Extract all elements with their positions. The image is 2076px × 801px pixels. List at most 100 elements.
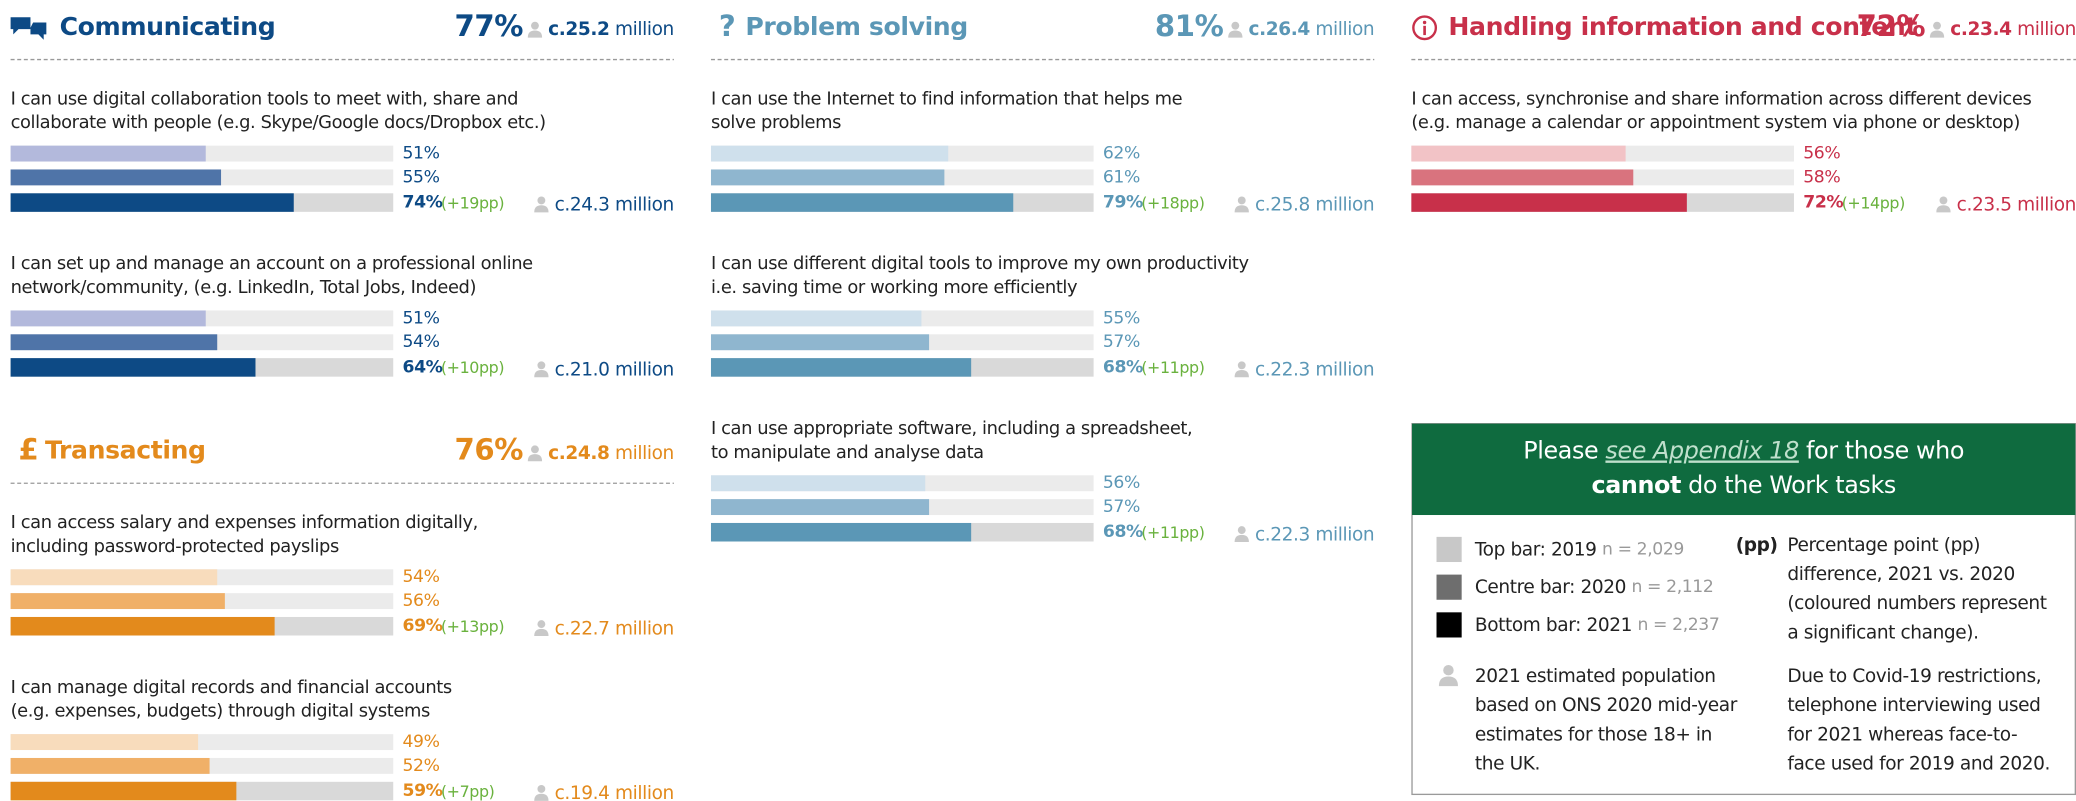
- person-head: [1443, 664, 1454, 676]
- bar: [710, 145, 949, 162]
- person-body: [527, 454, 543, 462]
- change-label: (+11pp): [1141, 523, 1204, 542]
- person-head: [1237, 526, 1246, 535]
- person-body: [1228, 30, 1243, 38]
- section-icon: £: [19, 432, 39, 466]
- population-value: c.25.2: [548, 19, 609, 40]
- person-body: [534, 205, 549, 213]
- bar: [10, 169, 222, 186]
- section-percent: 72%: [1857, 9, 1926, 43]
- legend-header: [1412, 423, 2076, 516]
- population-unit: million: [615, 19, 674, 40]
- person-body: [1234, 205, 1249, 213]
- value-label: 56%: [402, 591, 439, 611]
- person-body: [534, 370, 549, 378]
- item-population: c.21.0 million: [555, 360, 674, 381]
- change-label: (+19pp): [441, 193, 504, 212]
- section-population: c.23.4 million: [1950, 19, 2076, 40]
- person-icon: [534, 361, 549, 378]
- value-label: 56%: [1803, 144, 1840, 164]
- value-label: 57%: [1103, 497, 1140, 517]
- bar: [10, 569, 218, 586]
- person-body: [1929, 30, 1945, 38]
- person-body: [534, 628, 549, 637]
- section-percent: 76%: [455, 432, 524, 466]
- item-label: I can use the Internet to find informati…: [711, 88, 1183, 109]
- legend-population: 2021 estimated population: [1475, 666, 1716, 687]
- change-label: (+14pp): [1842, 193, 1905, 212]
- item-label: I can access, synchronise and share info…: [1411, 88, 2031, 109]
- person-icon: [534, 196, 549, 213]
- section-title: Problem solving: [745, 12, 968, 41]
- legend-swatch: [1436, 612, 1462, 638]
- legend-bar-label: Centre bar: 2020: [1475, 577, 1626, 598]
- legend-bar: Top bar: 2019 n = 2,029: [1474, 539, 1684, 560]
- item-population: c.24.3 million: [555, 195, 674, 216]
- item-label: i.e. saving time or working more efficie…: [711, 277, 1078, 298]
- legend-bar-n: n = 2,029: [1602, 539, 1684, 559]
- legend-note: Please see Appendix 18 for those who: [1523, 436, 1964, 464]
- change-label: (+11pp): [1141, 358, 1204, 377]
- value-label: 51%: [402, 144, 439, 164]
- person-head: [537, 785, 546, 793]
- legend-bar: Centre bar: 2020 n = 2,112: [1475, 577, 1714, 598]
- change-label: (+13pp): [441, 617, 504, 636]
- item-label: collaborate with people (e.g. Skype/Goog…: [11, 112, 546, 133]
- value-label: 58%: [1803, 167, 1840, 187]
- item-population: c.19.4 million: [555, 783, 674, 801]
- person-icon: [527, 445, 543, 462]
- population-unit: million: [615, 442, 674, 463]
- section-title: Handling information and content: [1448, 12, 1917, 41]
- person-head: [531, 445, 539, 454]
- item-label: including password-protected payslips: [11, 536, 339, 557]
- population-value: c.24.8: [548, 442, 609, 463]
- population-value: c.26.4: [1249, 19, 1311, 40]
- person-head: [1237, 196, 1246, 205]
- section-percent: 81%: [1155, 9, 1224, 43]
- person-head: [537, 361, 546, 370]
- value-label: 61%: [1103, 167, 1140, 187]
- item-population: c.22.3 million: [1255, 524, 1374, 545]
- legend-swatch: [1436, 574, 1462, 600]
- bar: [10, 145, 206, 162]
- bar: [710, 334, 930, 351]
- person-icon: [1234, 196, 1249, 213]
- bar: [10, 757, 210, 774]
- population-unit: million: [2017, 19, 2076, 40]
- person-icon: [534, 785, 549, 801]
- bar: [10, 310, 206, 327]
- legend-pp-key: (pp): [1736, 535, 1778, 556]
- population-value: c.23.4: [1950, 19, 2012, 40]
- value-label: 56%: [1103, 473, 1140, 493]
- person-icon: [1929, 21, 1945, 38]
- bar: [10, 616, 275, 636]
- legend-covid: face used for 2019 and 2020.: [1787, 753, 2050, 774]
- section-population: c.26.4 million: [1249, 19, 1375, 40]
- appendix-link[interactable]: see Appendix 18: [1605, 436, 1799, 464]
- legend-pp: a significant change).: [1787, 622, 1978, 643]
- item-label: I can set up and manage an account on a …: [11, 253, 534, 274]
- change-label: (+7pp): [441, 782, 495, 801]
- value-label: 68%: [1103, 522, 1143, 542]
- item-label: solve problems: [711, 112, 841, 133]
- section-population: c.25.2 million: [548, 19, 674, 40]
- person-body: [1438, 676, 1458, 687]
- section-population: c.24.8 million: [548, 442, 674, 463]
- bar: [710, 522, 972, 542]
- value-label: 64%: [402, 357, 442, 377]
- legend-bar-label: Bottom bar: 2021: [1475, 614, 1632, 635]
- item-population: c.22.7 million: [555, 618, 674, 639]
- chat-icon: [30, 22, 47, 40]
- value-label: 49%: [402, 732, 439, 752]
- legend-pp: difference, 2021 vs. 2020: [1787, 564, 2015, 585]
- item-label: I can access salary and expenses informa…: [11, 512, 478, 533]
- chat-icon: [10, 17, 31, 35]
- bar: [1411, 169, 1634, 186]
- section-title: Communicating: [60, 12, 276, 41]
- legend-population: the UK.: [1475, 753, 1540, 774]
- item-population: c.25.8 million: [1255, 195, 1374, 216]
- value-label: 55%: [1103, 308, 1140, 328]
- person-icon: [534, 620, 549, 637]
- bar: [710, 193, 1014, 212]
